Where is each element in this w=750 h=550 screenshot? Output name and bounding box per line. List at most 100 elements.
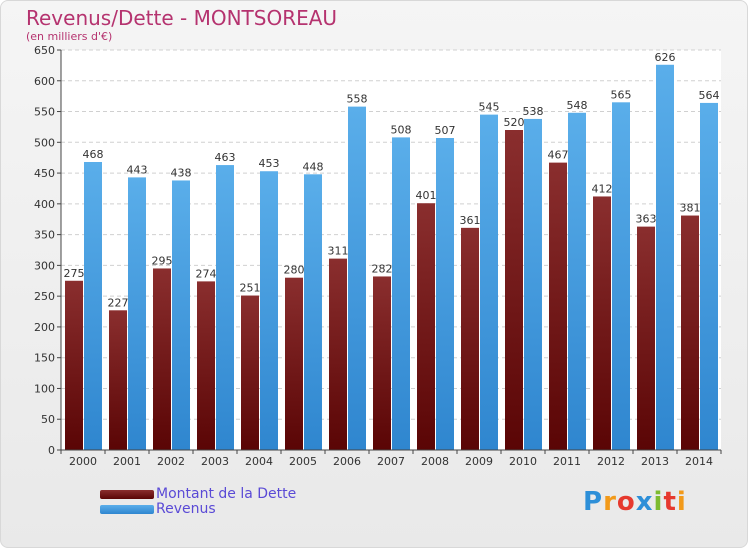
x-tick-label: 2007	[377, 455, 405, 468]
bar-dette	[637, 226, 655, 450]
data-label-dette: 274	[196, 267, 217, 280]
data-label-revenus: 565	[611, 88, 632, 101]
bar-dette	[461, 227, 479, 450]
data-label-dette: 401	[416, 189, 437, 202]
bar-revenus	[172, 180, 190, 450]
data-label-dette: 520	[504, 116, 525, 129]
bar-dette	[285, 277, 303, 450]
data-label-revenus: 438	[171, 166, 192, 179]
bar-revenus	[656, 64, 674, 451]
data-label-revenus: 463	[215, 151, 236, 164]
y-tick-label: 350	[34, 229, 55, 242]
data-label-dette: 227	[108, 296, 129, 309]
bar-revenus	[348, 106, 366, 450]
data-label-revenus: 453	[259, 157, 280, 170]
x-tick-label: 2006	[333, 455, 361, 468]
chart-title: Revenus/Dette - MONTSOREAU	[26, 6, 338, 30]
y-axis: 0 50 100 150 200 250 300 350 400 450 500 550 600 650	[34, 44, 62, 457]
bar-revenus	[260, 171, 278, 450]
y-tick-label: 400	[34, 198, 55, 211]
bar-dette	[329, 258, 347, 450]
y-tick-label: 500	[34, 136, 55, 149]
bar-revenus	[612, 102, 630, 451]
data-label-revenus: 443	[127, 163, 148, 176]
y-tick-label: 100	[34, 382, 55, 395]
chart-subtitle: (en milliers d'€)	[26, 30, 113, 43]
x-tick-label: 2004	[245, 455, 273, 468]
x-axis: 2000 2001 2002 2003 2004 2005 2006 2007 2008 2009…	[60, 449, 722, 468]
logo-letter: o	[616, 487, 636, 517]
data-label-dette: 282	[372, 262, 393, 275]
bar-dette	[65, 280, 83, 450]
x-tick-label: 2001	[113, 455, 141, 468]
bar-dette	[153, 268, 171, 450]
bar-dette	[197, 281, 215, 450]
bar-revenus	[128, 177, 146, 450]
y-tick-label: 150	[34, 352, 55, 365]
x-tick-label: 2010	[509, 455, 537, 468]
data-label-dette: 467	[548, 149, 569, 162]
data-label-revenus: 507	[435, 124, 456, 137]
y-tick-label: 550	[34, 106, 55, 119]
y-tick-label: 0	[48, 444, 55, 457]
data-label-revenus: 508	[391, 123, 412, 136]
y-tick-label: 250	[34, 290, 55, 303]
logo-letter: i	[676, 487, 687, 517]
legend-label-dette: Montant de la Dette	[156, 486, 297, 502]
bar-dette	[505, 130, 523, 450]
data-label-dette: 275	[64, 267, 85, 280]
bar-revenus	[436, 138, 454, 450]
bar-revenus	[216, 165, 234, 451]
bar-revenus	[524, 118, 542, 450]
bar-revenus	[480, 114, 498, 450]
bar-revenus	[84, 162, 102, 450]
bar-revenus	[392, 137, 410, 450]
x-tick-label: 2005	[289, 455, 317, 468]
data-label-revenus: 548	[567, 99, 588, 112]
x-tick-label: 2009	[465, 455, 493, 468]
y-tick-label: 50	[41, 413, 55, 426]
bar-dette	[417, 203, 435, 450]
y-tick-label: 200	[34, 321, 55, 334]
bars: 275 468 227 443 295 438 274 463 251 453 280 448 311 5…	[64, 51, 720, 451]
bar-dette	[109, 310, 127, 450]
y-tick-label: 600	[34, 75, 55, 88]
x-tick-label: 2008	[421, 455, 449, 468]
bar-revenus	[568, 112, 586, 451]
y-tick-label: 300	[34, 259, 55, 272]
x-tick-label: 2003	[201, 455, 229, 468]
data-label-dette: 361	[460, 214, 481, 227]
x-tick-label: 2013	[641, 455, 669, 468]
bar-dette	[549, 162, 567, 450]
data-label-dette: 381	[680, 202, 701, 215]
bar-dette	[373, 276, 391, 450]
logo-letter: r	[603, 487, 617, 517]
bar-dette	[681, 215, 699, 450]
x-tick-label: 2000	[69, 455, 97, 468]
proxiti-logo: Proxiti	[583, 487, 687, 517]
logo-letter: i	[653, 487, 664, 517]
x-tick-label: 2014	[685, 455, 713, 468]
x-tick-label: 2002	[157, 455, 185, 468]
bar-dette	[241, 295, 259, 450]
data-label-revenus: 626	[655, 51, 676, 64]
bar-revenus	[304, 174, 322, 451]
data-label-dette: 311	[328, 245, 349, 258]
logo-letter: P	[583, 487, 604, 517]
data-label-revenus: 448	[303, 160, 324, 173]
data-label-revenus: 564	[699, 89, 720, 102]
data-label-revenus: 545	[479, 101, 500, 114]
x-tick-label: 2012	[597, 455, 625, 468]
legend-label-revenus: Revenus	[156, 501, 216, 517]
logo-letter: x	[635, 487, 654, 517]
data-label-revenus: 538	[523, 105, 544, 118]
data-label-dette: 363	[636, 213, 657, 226]
data-label-dette: 251	[240, 282, 261, 295]
bar-dette	[593, 196, 611, 450]
x-tick-label: 2011	[553, 455, 581, 468]
data-label-revenus: 468	[83, 148, 104, 161]
legend-swatch-dette	[100, 490, 154, 499]
y-tick-label: 650	[34, 44, 55, 57]
data-label-dette: 412	[592, 182, 613, 195]
